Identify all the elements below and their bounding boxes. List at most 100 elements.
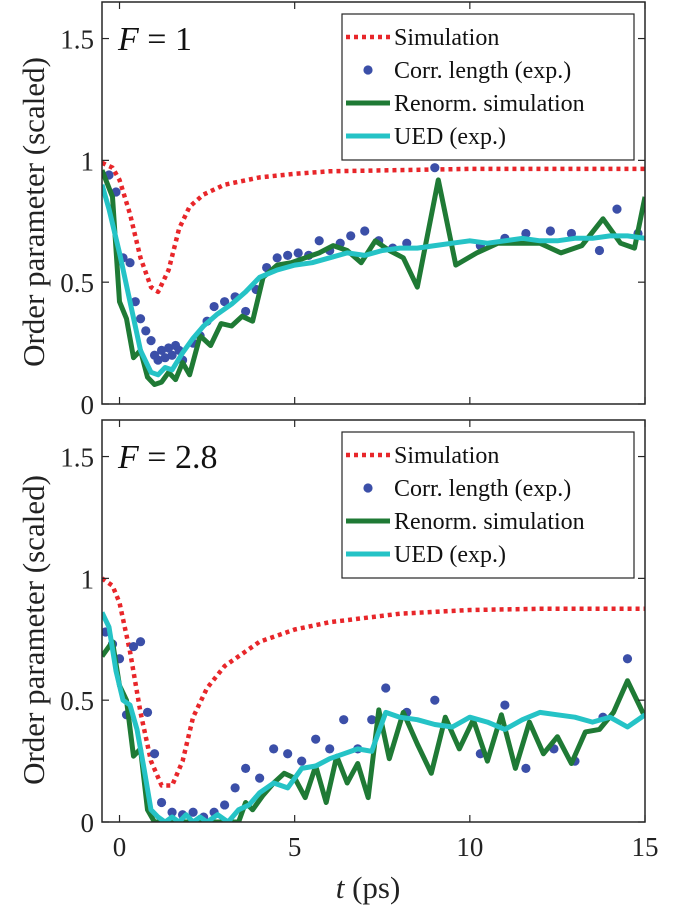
panel-2-series-2-point [521,763,531,774]
panel-2-series-2-point [325,744,335,754]
panel-1-series-2-point [545,226,556,236]
panel-2-series-2-point [430,695,440,705]
panel-1: 0 0.5 1 1.5 F = 1 Simulation Corr. length (exp… [60,1,646,420]
y-axis-label-top: Order parameter (scaled) [16,57,51,367]
panel-1-series-2-point [521,228,531,239]
panel-2-y-tick-label: 0 [81,808,95,838]
panel-1-series-2-point [220,297,230,307]
panel-2-y-tick-label: 0.5 [60,686,94,716]
panel-1-series-2-point [314,236,324,246]
panel-2-series-2-point [311,734,321,744]
panel-2-x-tick-label: 0 [113,832,127,862]
panel-1-series-2-point [283,250,293,260]
panel-1-legend-entry-2-label: Corr. length (exp.) [394,58,571,84]
panel-2-legend-box [341,431,635,579]
panel-2-series-3-line [102,639,645,822]
panel-1-series-2-point [566,228,577,239]
panel-1-legend-entry-4-label: UED (exp.) [394,124,506,150]
panel-2-legend-entry-1-label: Simulation [394,443,499,469]
panel-2-series-2-point [230,783,240,793]
panel-1-series-2-point [141,326,151,336]
panel-2-series-2-point [500,700,510,710]
panel-1-axes-frame [101,1,646,405]
panel-2-series-1-line [102,576,645,788]
panel-1-series-2-point [156,345,167,355]
panel-1-series-2-point [160,353,170,363]
panel-1-label: F = 1 [117,21,192,58]
panel-2-series-2-point [367,715,377,725]
panel-2-series-2-point [188,807,198,817]
panel-2-series-2-point [241,763,251,774]
panel-1-series-2-point [346,231,356,241]
panel-1-series-2-point [430,163,440,173]
panel-1-series-4-line [102,184,645,378]
panel-2-series-2-point [339,715,349,725]
panel-2-series-2-point [297,756,307,766]
panel-2-plot-area [102,576,645,822]
panel-2-y-tick-label: 1.5 [60,443,94,473]
panel-1-series-1-line [102,160,645,295]
panel-2-series-2-point [135,637,146,647]
panel-1-series-2-point [125,258,135,268]
panel-2-legend: Simulation Corr. length (exp.) Renorm. sim… [341,431,635,579]
panel-2-axes-frame [101,419,646,823]
panel-2-series-2-point [149,749,160,759]
panel-2-label: F = 2.8 [117,439,217,476]
panel-2-series-2-point [269,744,279,754]
panel-1-y-tick-label: 1.5 [60,25,94,55]
panel-2: 0 5 10 15 0 0.5 1 1.5 F = 2.8 Simulation Corr. len… [60,419,659,862]
x-axis-unit: (ps) [344,870,400,905]
panel-2-y-tick-label: 1 [81,564,95,594]
panel-2-legend-entry-3-label: Renorm. simulation [394,509,585,535]
panel-1-series-2-point [272,253,282,263]
panel-1-legend-entry-2-marker [363,65,373,75]
panel-1-series-2-point [360,226,370,236]
panel-2-x-tick-label: 10 [456,832,483,862]
panel-1-y-tick-label: 1 [81,146,95,176]
panel-1-legend-box [341,13,635,161]
panel-2-series-4-line [102,611,645,822]
panel-2-series-2-point [381,683,391,693]
panel-2-label-variable: F [117,439,140,476]
panel-1-legend-entry-1-label: Simulation [394,25,499,51]
panel-2-series-2-point [255,773,265,783]
panel-1-legend-entry-3-label: Renorm. simulation [394,91,585,117]
panel-1-y-tick-label: 0 [81,390,95,420]
panel-1-series-2-point [163,343,174,353]
panel-1-label-variable: F [117,21,140,58]
panel-2-series-2-point [283,749,293,759]
panel-1-y-tick-label: 0.5 [60,268,94,298]
panel-2-legend-entry-2-label: Corr. length (exp.) [394,476,571,502]
panel-2-label-value: 2.8 [175,439,218,476]
y-axis-label-bottom: Order parameter (scaled) [16,475,51,785]
panel-1-legend: Simulation Corr. length (exp.) Renorm. sim… [341,13,635,161]
panel-1-label-value: 1 [175,21,192,58]
panel-2-series-2-point [220,800,230,810]
panel-1-series-2-point [146,336,156,346]
panel-1-series-2-point [402,238,412,248]
panel-2-series-2-point [128,641,139,652]
panel-1-series-2-point [167,350,177,360]
panel-2-x-tick-label: 5 [288,832,302,862]
panel-2-series-2-point [622,654,633,664]
panel-2-series-2-point [142,707,153,717]
panel-2-x-tick-label: 15 [632,832,659,862]
panel-1-series-2-point [594,245,605,256]
panel-1-series-2-point [153,355,163,365]
x-axis-variable: t [336,870,346,905]
x-axis-label: t (ps) [336,870,401,905]
panel-2-label-operator: = [139,439,175,476]
panel-1-series-2-point [293,248,303,258]
panel-2-legend-entry-4-label: UED (exp.) [394,542,506,568]
panel-2-legend-entry-2-marker [363,483,373,493]
panel-2-series-2-point [167,807,177,817]
panel-1-series-2-point [135,314,146,324]
panel-1-series-2-point [241,306,251,317]
panel-1-series-3-line [102,169,645,387]
panel-1-series-2-point [612,204,622,214]
panel-1-series-2-point [209,301,219,312]
panel-1-label-operator: = [139,21,175,58]
panel-2-series-2-point [156,797,167,808]
panel-1-series-2-markers [104,163,643,365]
